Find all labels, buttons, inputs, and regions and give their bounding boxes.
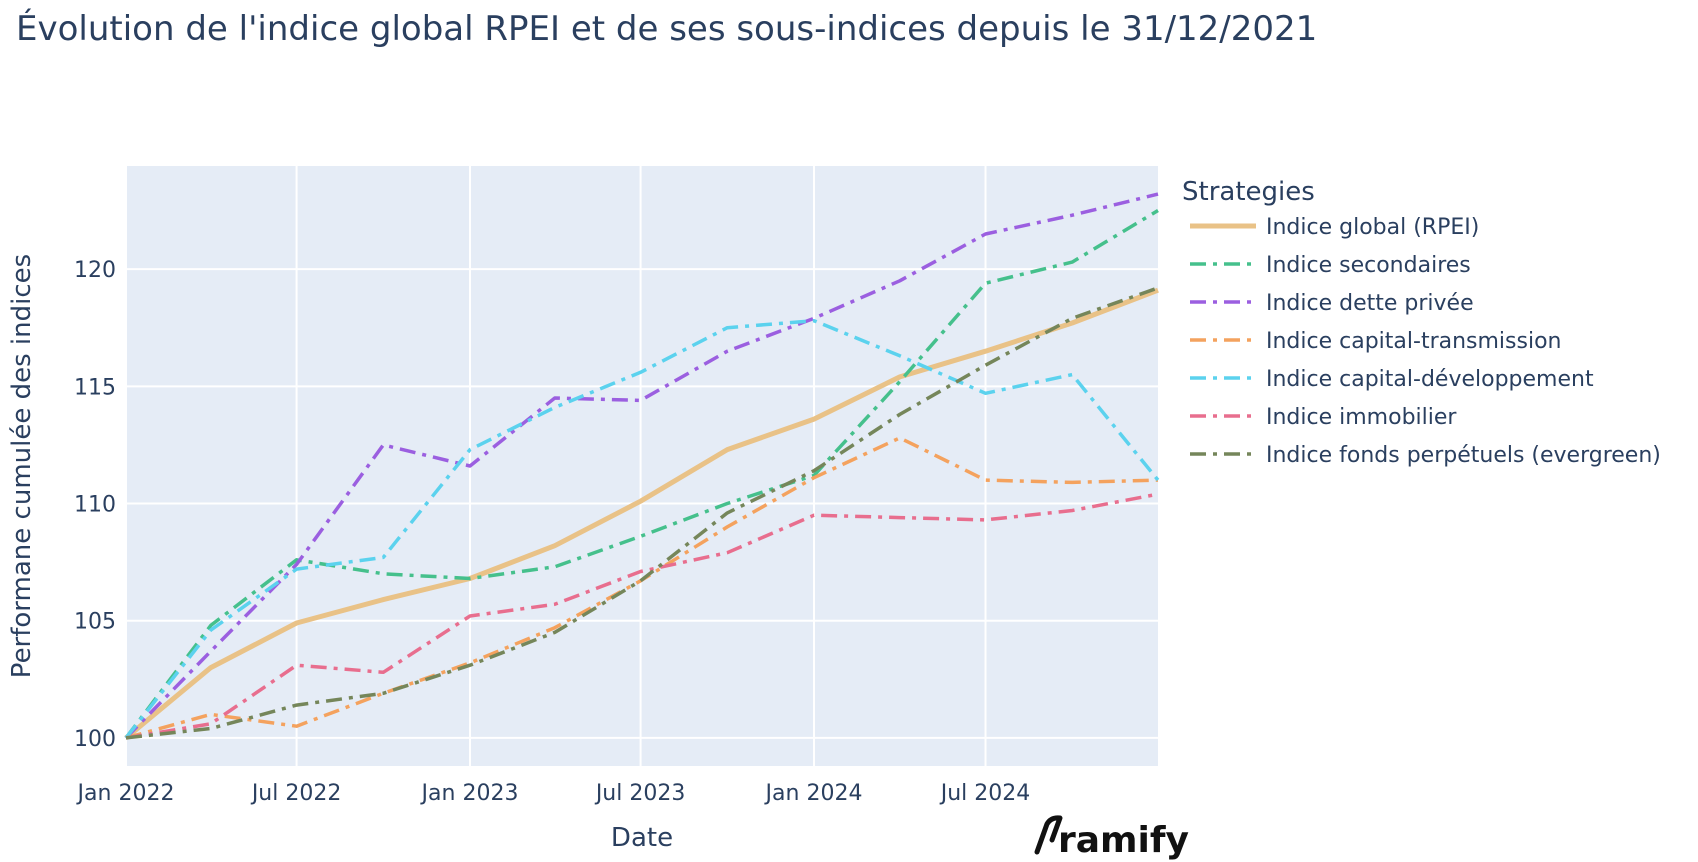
x-tick-label: Jan 2022	[76, 781, 175, 806]
legend-item-label[interactable]: Indice immobilier	[1266, 405, 1457, 430]
series-line	[124, 318, 1160, 739]
ramify-logo-text: ramify	[1058, 820, 1189, 861]
series-line	[125, 286, 1159, 740]
series-line	[125, 492, 1159, 740]
series-line	[124, 192, 1159, 740]
series-line	[124, 287, 1159, 740]
x-axis-ticks: Jan 2022 Jul 2022 Jan 2023 Jul 2023 Jan 2024…	[76, 781, 1031, 806]
legend-title: Strategies	[1182, 177, 1315, 207]
ramify-logo-icon	[1034, 815, 1063, 855]
y-tick-label: 120	[74, 258, 116, 283]
legend-item-label[interactable]: Indice global (RPEI)	[1266, 215, 1479, 240]
x-tick-label: Jul 2022	[250, 781, 342, 806]
y-axis-title: Performane cumulée des indices	[7, 254, 37, 678]
legend-item-label[interactable]: Indice dette privée	[1266, 291, 1474, 316]
y-tick-label: 105	[74, 610, 116, 635]
legend-item-label[interactable]: Indice secondaires	[1266, 253, 1471, 278]
y-tick-label: 100	[74, 727, 116, 752]
gridlines	[125, 166, 1158, 766]
legend[interactable]: Strategies Indice global (RPEI) Indice se…	[1182, 177, 1661, 468]
x-tick-label: Jul 2024	[939, 781, 1031, 806]
series-line	[125, 436, 1159, 740]
series-lines	[124, 192, 1160, 740]
chart-title: Évolution de l'indice global RPEI et de …	[16, 8, 1317, 49]
y-tick-label: 110	[74, 493, 116, 518]
legend-item-label[interactable]: Indice fonds perpétuels (evergreen)	[1266, 443, 1661, 468]
y-tick-label: 115	[74, 375, 116, 400]
x-tick-label: Jan 2023	[420, 781, 519, 806]
x-axis-title: Date	[611, 823, 673, 853]
series-line	[124, 209, 1159, 739]
x-tick-label: Jan 2024	[764, 781, 863, 806]
x-tick-label: Jul 2023	[594, 781, 686, 806]
ramify-logo: ramify	[1034, 815, 1189, 861]
y-axis-ticks: 100 105 110 115 120	[74, 258, 116, 752]
legend-item-label[interactable]: Indice capital-développement	[1266, 367, 1594, 392]
legend-item-label[interactable]: Indice capital-transmission	[1266, 329, 1562, 354]
